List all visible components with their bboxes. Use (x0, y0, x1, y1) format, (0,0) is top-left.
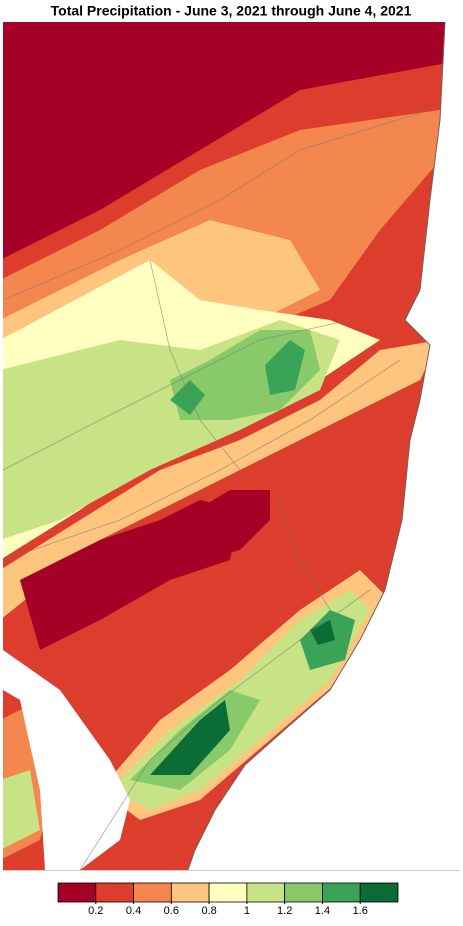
legend-swatch (322, 882, 361, 903)
map-border (3, 870, 460, 871)
legend-tick-label: 1.4 (315, 905, 330, 917)
map-title: Total Precipitation - June 3, 2021 throu… (51, 3, 412, 19)
legend-swatch (208, 882, 248, 903)
coastline (187, 21, 446, 871)
legend-swatch (133, 882, 172, 903)
legend-swatch (57, 882, 97, 903)
legend-tick-label: 0.6 (164, 905, 179, 917)
legend-tick-label: 1.6 (353, 905, 368, 917)
precipitation-map (3, 22, 445, 870)
legend-swatch (359, 882, 399, 903)
legend-swatch (284, 882, 323, 903)
legend-swatch (170, 882, 210, 903)
legend-swatch (95, 882, 134, 903)
legend-tick-label: 1 (244, 905, 250, 917)
legend-tick-label: 0.2 (88, 905, 103, 917)
color-legend: 0.2 0.4 0.6 0.8 1 1.2 1.4 1.6 (57, 882, 399, 917)
legend-tick-label: 0.8 (201, 905, 216, 917)
legend-tick-label: 1.2 (277, 905, 292, 917)
legend-tick-label: 0.4 (126, 905, 141, 917)
legend-swatch (246, 882, 286, 903)
